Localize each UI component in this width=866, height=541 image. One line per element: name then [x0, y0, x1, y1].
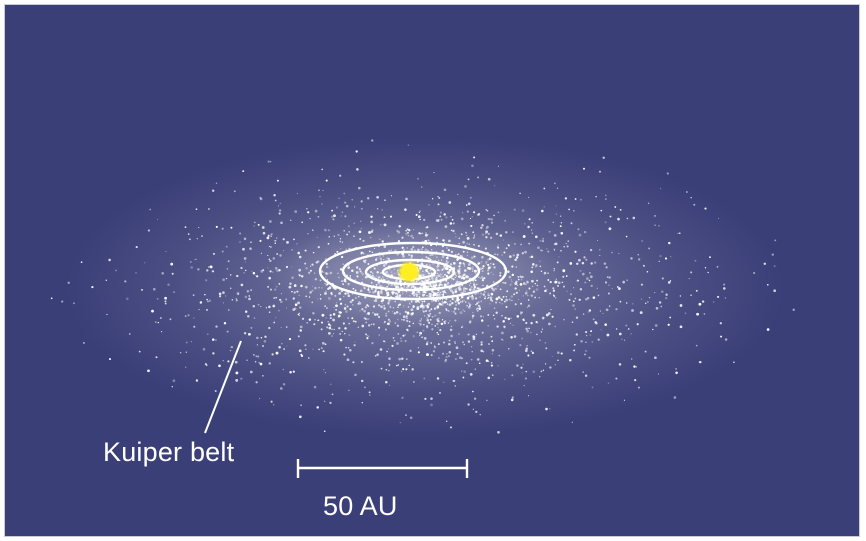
orbit-saturn [364, 258, 456, 286]
scale-label: 50 AU [323, 491, 398, 521]
diagram-canvas [5, 5, 859, 536]
sun-icon [401, 264, 417, 280]
kuiper-belt-pointer [204, 340, 242, 434]
scale-bar [296, 459, 469, 478]
orbit-neptune [318, 241, 508, 301]
kuiper-belt-label: Kuiper belt [103, 437, 235, 467]
orbit-uranus [341, 250, 481, 292]
kuiper-belt-diagram: Kuiper belt 50 AU [4, 4, 860, 537]
